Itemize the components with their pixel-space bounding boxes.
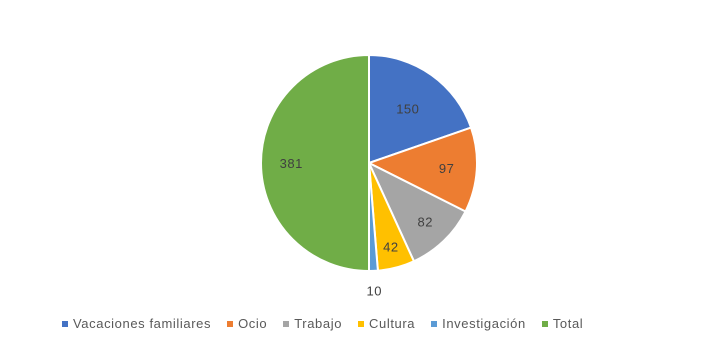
legend: Vacaciones familiares Ocio Trabajo Cultu… [62,316,583,331]
data-label-investigación: 10 [367,283,382,298]
data-label-vacaciones-familiares: 150 [396,101,419,116]
data-label-cultura: 42 [383,240,398,255]
pie-slice-trabajo [366,160,467,263]
legend-label: Ocio [238,316,268,331]
legend-label: Total [552,316,584,331]
legend-swatch [431,320,438,327]
legend-item-cultura: Cultura [358,316,415,331]
legend-item-vacaciones-familiares: Vacaciones familiares [62,316,211,331]
legend-item-ocio: Ocio [227,316,267,331]
data-label-ocio: 97 [439,161,454,176]
data-label-total: 381 [280,156,303,171]
legend-label: Cultura [369,316,416,331]
legend-swatch [62,320,68,327]
legend-swatch [227,320,234,327]
pie-slice-total [260,53,370,273]
legend-swatch [358,320,365,327]
legend-swatch [283,320,290,327]
data-label-trabajo: 82 [417,214,432,229]
pie-slice-ocio [366,126,478,213]
legend-label: Trabajo [294,316,343,331]
legend-label: Vacaciones familiares [73,316,212,331]
legend-label: Investigación [442,316,526,331]
legend-swatch [541,320,548,327]
legend-item-total: Total [541,316,584,331]
legend-item-investigacion: Investigación [431,316,526,331]
legend-item-trabajo: Trabajo [283,316,342,331]
